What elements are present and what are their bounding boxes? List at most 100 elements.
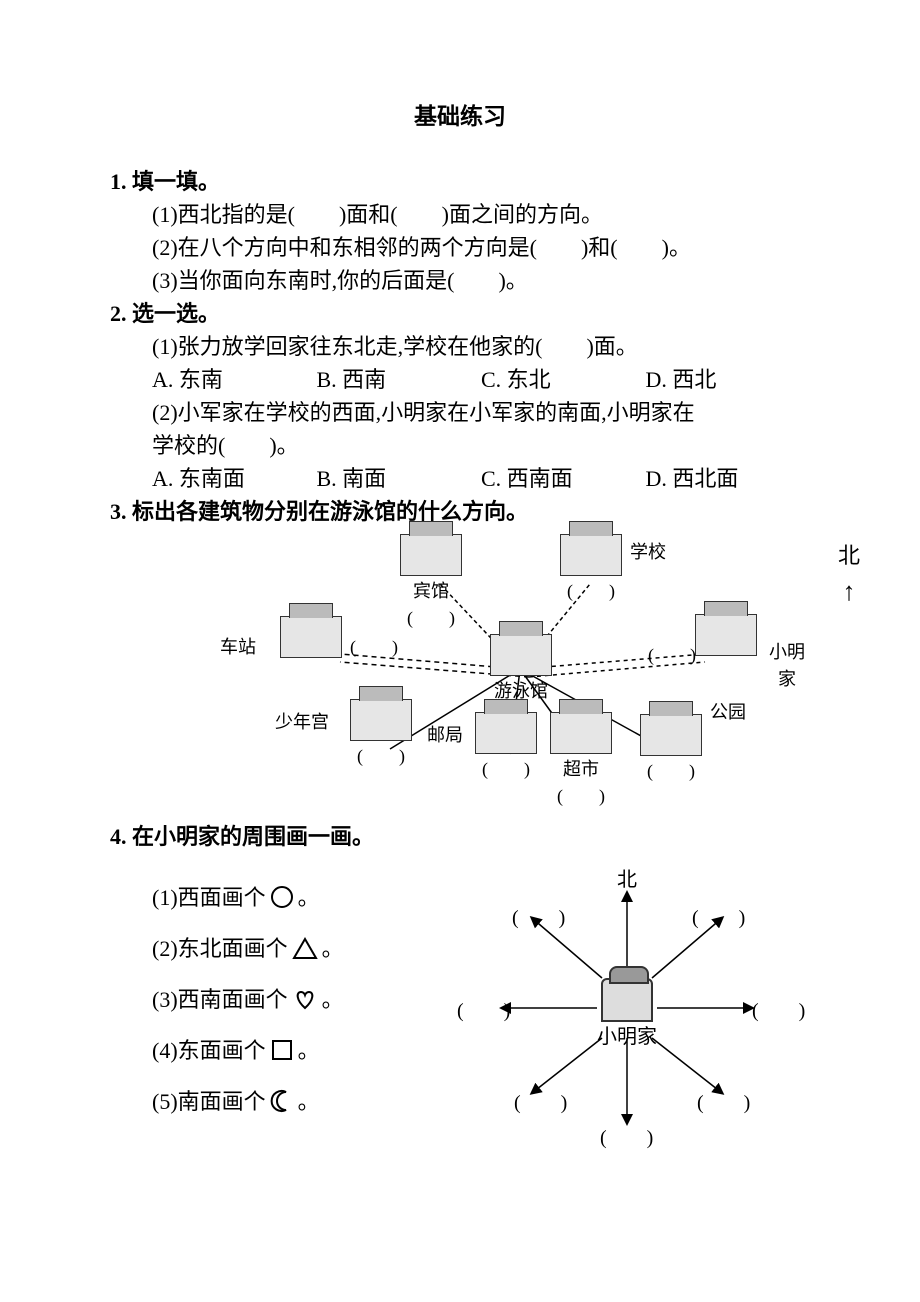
q3-diagram: 北 ↑ 游泳馆 宾馆 ( ) ( ) 学校 ( ) 小明家: [230, 534, 810, 814]
q4-item-5: (5)南面画个 。: [152, 1085, 452, 1118]
q4-e-blank: ( ): [752, 996, 805, 1026]
market-label: 超市: [550, 756, 612, 783]
q4-3-text: (3)西南面画个: [152, 983, 288, 1016]
building-icon: [475, 712, 537, 754]
building-icon: [550, 712, 612, 754]
building-icon: [560, 534, 622, 576]
station-label: 车站: [220, 634, 256, 661]
q2-2-opt-b: B. 南面: [317, 462, 482, 495]
market-node: 超市 ( ): [550, 712, 612, 810]
house-icon: [601, 978, 653, 1022]
xm-label-node: 小明家: [764, 639, 810, 693]
station-blank: ( ): [350, 634, 398, 661]
q2-2b: 学校的( )。: [110, 429, 810, 462]
youth-blank: ( ): [350, 743, 412, 770]
q1-3: (3)当你面向东南时,你的后面是( )。: [110, 264, 810, 297]
period: 。: [322, 932, 344, 965]
q2-1: (1)张力放学回家往东北走,学校在他家的( )面。: [110, 330, 810, 363]
post-label: 邮局: [427, 722, 463, 749]
north-indicator: 北 ↑: [838, 539, 860, 611]
school-label: 学校: [630, 539, 666, 566]
q2-1-options: A. 东南 B. 西南 C. 东北 D. 西北: [110, 363, 810, 396]
moon-icon: [270, 1089, 294, 1113]
q2-2-opt-a: A. 东南面: [152, 462, 317, 495]
q1-2: (2)在八个方向中和东相邻的两个方向是( )和( )。: [110, 231, 810, 264]
page-title: 基础练习: [110, 100, 810, 135]
youth-label: 少年宫: [275, 709, 329, 736]
q4-head: 4. 在小明家的周围画一画。: [110, 820, 810, 853]
hotel-blank: ( ): [400, 605, 462, 632]
q4-nw-blank: ( ): [512, 903, 565, 933]
school-node: ( ): [560, 534, 622, 605]
building-icon: [280, 616, 342, 658]
q4-4-text: (4)东面画个: [152, 1034, 266, 1067]
q4-ne-blank: ( ): [692, 903, 745, 933]
school-label-node: 学校: [630, 539, 666, 566]
north-label: 北: [838, 539, 860, 572]
q4-item-1: (1)西面画个 。: [152, 881, 452, 914]
q4-center: 小明家: [592, 978, 662, 1052]
heart-icon: [292, 987, 318, 1011]
building-icon: [350, 699, 412, 741]
square-icon: [270, 1038, 294, 1062]
period: 。: [298, 1034, 320, 1067]
q4-5-text: (5)南面画个: [152, 1085, 266, 1118]
q1-head: 1. 填一填。: [110, 165, 810, 198]
period: 。: [298, 881, 320, 914]
building-icon: [695, 614, 757, 656]
period: 。: [298, 1085, 320, 1118]
q4-item-2: (2)东北面画个 。: [152, 932, 452, 965]
youth-label-node: 少年宫: [275, 709, 329, 736]
q3-num: 3. 标出各建筑物分别在游泳馆的什么方向。: [110, 499, 528, 524]
station-node: [280, 616, 342, 660]
building-icon: [490, 634, 552, 676]
circle-icon: [270, 885, 294, 909]
q4-w-blank: ( ): [457, 996, 510, 1026]
q2-2a: (2)小军家在学校的西面,小明家在小军家的南面,小明家在: [110, 396, 810, 429]
q1-1: (1)西北指的是( )面和( )面之间的方向。: [110, 198, 810, 231]
park-label: 公园: [710, 699, 746, 726]
q4-s-blank: ( ): [600, 1123, 653, 1153]
q2-1-opt-b: B. 西南: [317, 363, 482, 396]
triangle-icon: [292, 936, 318, 960]
q4-item-4: (4)东面画个 。: [152, 1034, 452, 1067]
post-node: ( ): [475, 712, 537, 783]
hotel-label: 宾馆: [413, 581, 449, 601]
post-label-node: 邮局: [427, 722, 463, 749]
xm-label: 小明家: [764, 639, 810, 693]
q4-item-3: (3)西南面画个 。: [152, 983, 452, 1016]
q4-se-blank: ( ): [697, 1088, 750, 1118]
q4-num: 4. 在小明家的周围画一画。: [110, 824, 374, 849]
period: 。: [322, 983, 344, 1016]
school-blank: ( ): [560, 578, 622, 605]
xm-blank-node: ( ): [648, 642, 696, 669]
xm-node: [695, 614, 757, 658]
xm-blank: ( ): [648, 642, 696, 669]
q1-num: 1. 填一填。: [110, 169, 220, 194]
building-icon: [640, 714, 702, 756]
q3-head: 3. 标出各建筑物分别在游泳馆的什么方向。: [110, 495, 810, 528]
q4-items: (1)西面画个 。 (2)东北面画个 。 (3)西南面画个 。 (4)东面画个 …: [110, 863, 452, 1153]
q4-north: 北: [617, 865, 637, 895]
park-node: ( ): [640, 714, 702, 785]
q2-2-opt-c: C. 西南面: [481, 462, 646, 495]
north-arrow-icon: ↑: [838, 572, 860, 611]
q4-sw-blank: ( ): [514, 1088, 567, 1118]
youth-node: ( ): [350, 699, 412, 770]
q2-num: 2. 选一选。: [110, 301, 220, 326]
q4-center-label: 小明家: [592, 1022, 662, 1052]
hotel-node: 宾馆 ( ): [400, 534, 462, 632]
worksheet-page: 基础练习 1. 填一填。 (1)西北指的是( )面和( )面之间的方向。 (2)…: [0, 0, 920, 1233]
q2-1-opt-d: D. 西北: [646, 363, 811, 396]
q4-1-text: (1)西面画个: [152, 881, 266, 914]
building-icon: [400, 534, 462, 576]
post-blank: ( ): [475, 756, 537, 783]
park-label-node: 公园: [710, 699, 746, 726]
q2-head: 2. 选一选。: [110, 297, 810, 330]
q2-2-options: A. 东南面 B. 南面 C. 西南面 D. 西北面: [110, 462, 810, 495]
station-label-node: 车站: [220, 634, 256, 661]
station-blank-node: ( ): [350, 634, 398, 661]
q2-1-opt-c: C. 东北: [481, 363, 646, 396]
q4-diagram: 小明家 北 ( ) ( ) ( ) ( ) ( ) ( ) ( ): [452, 863, 802, 1153]
q4-2-text: (2)东北面画个: [152, 932, 288, 965]
